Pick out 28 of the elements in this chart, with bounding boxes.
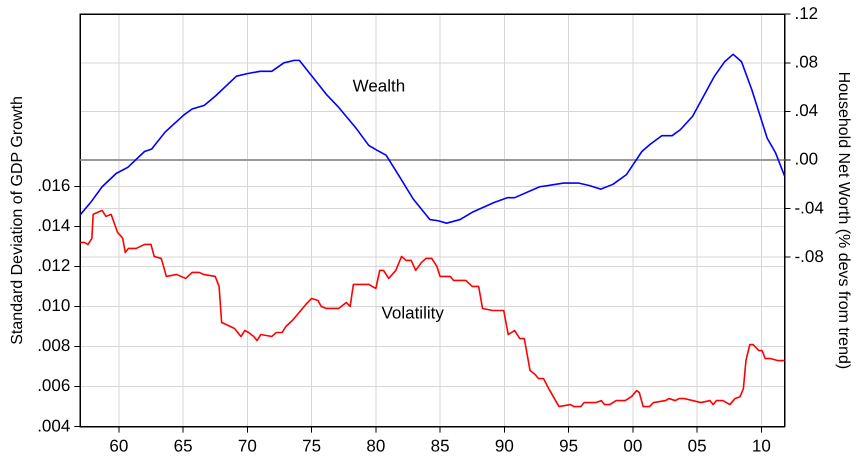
y2-tick-label: .00 — [794, 150, 818, 169]
x-tick-label: 70 — [238, 436, 257, 456]
y-axis-title: Standard Deviation of GDP Growth — [9, 96, 26, 345]
y-tick-label: .010 — [37, 296, 70, 316]
y-tick-label: .014 — [37, 216, 70, 236]
x-tick-label: 95 — [559, 436, 578, 456]
x-tick-label: 05 — [688, 436, 707, 456]
y2-tick-label: .08 — [794, 52, 818, 72]
y-tick-label: .016 — [37, 176, 70, 196]
y2-tick-label: .12 — [794, 4, 818, 23]
y2-axis-title: Household Net Worth (% devs from trend) — [834, 72, 852, 370]
y2-tick-label: -.08 — [794, 246, 824, 266]
x-tick-label: 65 — [174, 436, 193, 456]
series-label: Wealth — [352, 76, 406, 96]
x-tick-label: 60 — [109, 436, 128, 456]
y-tick-label: .006 — [37, 376, 70, 396]
x-tick-label: 10 — [752, 436, 771, 456]
y2-tick-label: .04 — [794, 101, 818, 120]
x-tick-label: 80 — [366, 436, 386, 456]
series-label: Volatility — [381, 304, 444, 323]
x-tick-label: 90 — [494, 436, 514, 456]
y2-tick-label: -.04 — [794, 198, 824, 218]
x-tick-label: 85 — [430, 436, 450, 456]
y-tick-label: .008 — [37, 336, 70, 356]
x-tick-label: 00 — [623, 436, 642, 456]
y-tick-label: .012 — [37, 256, 70, 276]
y-tick-label: .004 — [37, 416, 70, 436]
x-tick-label: 75 — [302, 436, 322, 456]
